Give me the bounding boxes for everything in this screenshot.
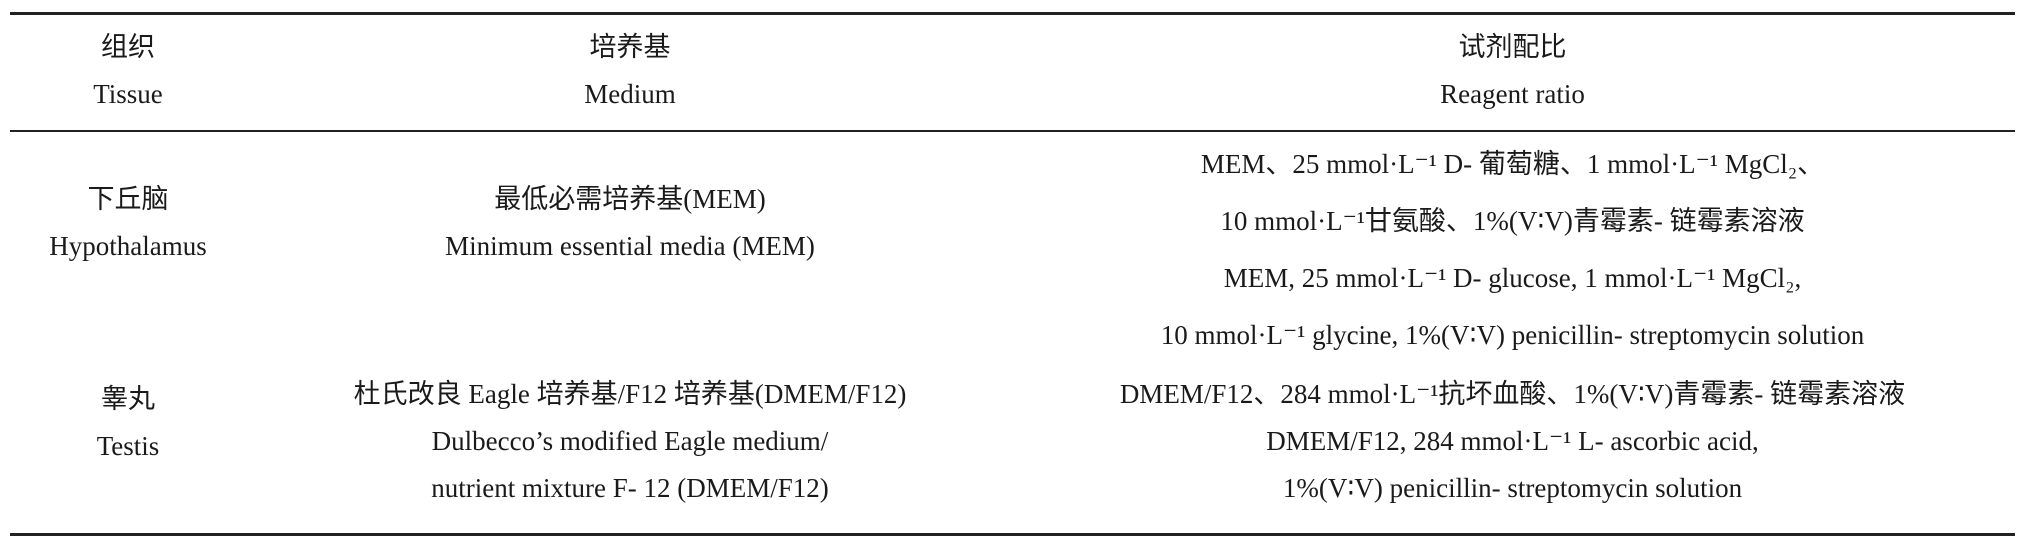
table-row-hypothalamus-tissue: 下丘脑 Hypothalamus: [10, 176, 246, 270]
table-row-testis-tissue: 睾丸 Testis: [10, 376, 246, 470]
header-ratio-en: Reagent ratio: [1440, 79, 1585, 109]
header-medium: 培养基 Medium: [268, 24, 992, 118]
ratio-line: 10 mmol·L⁻¹ glycine, 1%(V∶V) penicillin-…: [1160, 320, 1865, 350]
medium-en: Minimum essential media (MEM): [445, 231, 815, 261]
header-reagent-ratio: 试剂配比 Reagent ratio: [1010, 24, 2015, 118]
table-row-hypothalamus-ratio: MEM、25 mmol·L⁻¹ D- 葡萄糖、1 mmol·L⁻¹ MgCl₂、…: [1010, 136, 2015, 364]
table-row-hypothalamus-medium: 最低必需培养基(MEM) Minimum essential media (ME…: [268, 176, 992, 270]
tissue-en: Testis: [96, 431, 160, 461]
medium-zh: 杜氏改良 Eagle 培养基/F12 培养基(DMEM/F12): [353, 379, 907, 409]
medium-zh: 最低必需培养基(MEM): [494, 184, 766, 214]
ratio-line: DMEM/F12、284 mmol·L⁻¹抗坏血酸、1%(V∶V)青霉素- 链霉…: [1119, 379, 1906, 409]
table-header-rule: [10, 130, 2015, 132]
header-tissue-en: Tissue: [93, 79, 163, 109]
header-tissue: 组织 Tissue: [10, 24, 246, 118]
ratio-line: 1%(V∶V) penicillin- streptomycin solutio…: [1282, 473, 1743, 503]
ratio-line: MEM、25 mmol·L⁻¹ D- 葡萄糖、1 mmol·L⁻¹ MgCl₂、: [1200, 149, 1825, 179]
tissue-en: Hypothalamus: [49, 231, 207, 261]
table-top-rule: [10, 12, 2015, 15]
tissue-zh: 下丘脑: [87, 184, 169, 214]
ratio-line: DMEM/F12, 284 mmol·L⁻¹ L- ascorbic acid,: [1266, 426, 1759, 456]
header-tissue-zh: 组织: [101, 32, 155, 62]
tissue-zh: 睾丸: [101, 384, 155, 414]
table-row-testis-ratio: DMEM/F12、284 mmol·L⁻¹抗坏血酸、1%(V∶V)青霉素- 链霉…: [1010, 371, 2015, 512]
medium-en: Dulbecco’s modified Eagle medium/: [431, 426, 829, 456]
header-medium-zh: 培养基: [589, 32, 671, 62]
medium-en: nutrient mixture F- 12 (DMEM/F12): [431, 473, 829, 503]
table-row-testis-medium: 杜氏改良 Eagle 培养基/F12 培养基(DMEM/F12) Dulbecc…: [268, 371, 992, 512]
header-medium-en: Medium: [584, 79, 676, 109]
table-bottom-rule: [10, 533, 2015, 536]
ratio-line: 10 mmol·L⁻¹甘氨酸、1%(V∶V)青霉素- 链霉素溶液: [1220, 206, 1805, 236]
header-ratio-zh: 试剂配比: [1458, 32, 1567, 62]
ratio-line: MEM, 25 mmol·L⁻¹ D- glucose, 1 mmol·L⁻¹ …: [1223, 263, 1802, 293]
